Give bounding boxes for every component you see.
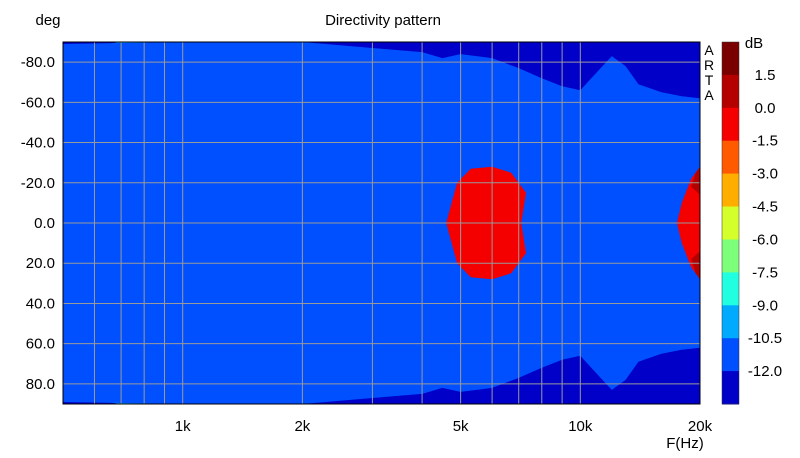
watermark-letter: T [705,72,714,88]
x-tick-labels: 1k 2k 5k 10k 20k [175,418,713,435]
colorbar-swatch [722,173,739,207]
watermark-letter: A [704,42,714,58]
colorbar-tick-label: -3.0 [752,166,778,183]
y-tick-label: 60.0 [26,336,55,353]
x-axis-label: F(Hz) [666,435,704,452]
y-axis-label: deg [35,12,60,29]
colorbar-tick-label: -12.0 [748,363,782,380]
colorbar-swatch [722,305,739,339]
watermark-letter: A [704,87,714,103]
colorbar-swatch [722,107,739,142]
y-tick-label: 20.0 [26,255,55,272]
colorbar-swatch [722,239,739,273]
colorbar-tick-label: -10.5 [748,330,782,347]
colorbar-swatch [722,74,739,109]
y-tick-label: 0.0 [34,215,55,232]
y-tick-label: 40.0 [26,295,55,312]
peak-region [691,166,700,195]
plot-area [62,41,701,405]
x-tick-label: 1k [175,418,191,435]
watermark-letter: R [704,57,714,73]
x-tick-label: 10k [568,418,593,435]
y-tick-label: 80.0 [26,376,55,393]
colorbar-swatch [722,206,739,240]
y-tick-label: -60.0 [21,94,55,111]
y-tick-label: -40.0 [21,135,55,152]
colorbar-tick-label: -7.5 [752,264,778,281]
colorbar-tick-label: -9.0 [752,297,778,314]
colorbar-swatch [722,338,739,372]
y-tick-labels: -80.0 -60.0 -40.0 -20.0 0.0 20.0 40.0 60.0 80.0 [21,54,55,393]
chart-title: Directivity pattern [325,12,441,29]
colorbar-tick-label: -1.5 [752,133,778,150]
colorbar: 1.5 0.0 -1.5 -3.0 -4.5 -6.0 -7.5 -9.0 -10.5 -12.0 [721,41,782,405]
colorbar-frame [721,41,740,405]
colorbar-swatch [722,42,739,76]
colorbar-swatch [722,371,739,405]
plot-frame [62,41,701,405]
colorbar-swatch [722,140,739,175]
colorbar-tick-label: -4.5 [752,199,778,216]
y-tick-label: -80.0 [21,54,55,71]
grid-lines [63,42,700,404]
colorbar-swatch [722,272,739,306]
peak-region [691,251,700,280]
colorbar-tick-label: 0.0 [755,100,776,117]
colorbar-tick-label: -6.0 [752,232,778,249]
x-tick-label: 2k [294,418,310,435]
colorbar-label: dB [745,35,763,52]
x-tick-label: 20k [688,418,713,435]
y-tick-label: -20.0 [21,175,55,192]
x-tick-label: 5k [453,418,469,435]
colorbar-tick-label: 1.5 [755,67,776,84]
